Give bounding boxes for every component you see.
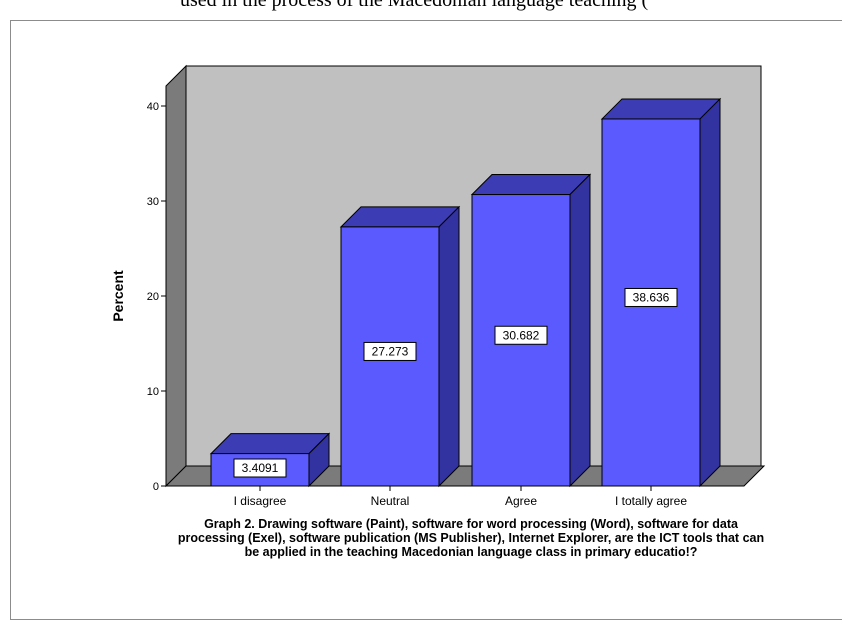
y-tick-label: 30 — [147, 196, 159, 208]
x-tick-label: Neutral — [371, 494, 410, 508]
bar-chart: 0 10 20 30 40 Percent 3.4091 I disagree 27.273 N… — [110, 64, 766, 508]
data-label: 3.4091 — [242, 461, 279, 475]
x-tick-label: I disagree — [234, 494, 287, 508]
y-axis-title: Percent — [110, 270, 126, 322]
data-label-box — [624, 287, 678, 307]
bar-side — [438, 205, 460, 488]
bar-side — [699, 97, 721, 488]
y-tick-label: 20 — [147, 291, 159, 303]
x-tick-label: Agree — [505, 494, 537, 508]
chart-caption: Graph 2. Drawing software (Paint), softw… — [177, 517, 765, 559]
x-tick-label: I totally agree — [615, 494, 687, 508]
bar — [601, 118, 701, 487]
y-tick-label: 40 — [147, 101, 159, 113]
chart-side-wall — [165, 64, 187, 488]
data-label: 38.636 — [633, 290, 670, 304]
y-tick-label: 0 — [153, 481, 159, 493]
data-label-box — [494, 325, 548, 345]
data-label: 27.273 — [372, 344, 409, 358]
bar-side — [569, 173, 591, 488]
page-text-fragment: used in the process of the Macedonian la… — [180, 0, 649, 11]
chart-frame: 0 10 20 30 40 Percent 3.4091 I disagree 27.273 N… — [10, 20, 842, 620]
data-label-box — [233, 458, 287, 478]
data-label: 30.682 — [503, 328, 540, 342]
y-tick-label: 10 — [147, 386, 159, 398]
data-label-box — [363, 341, 417, 361]
